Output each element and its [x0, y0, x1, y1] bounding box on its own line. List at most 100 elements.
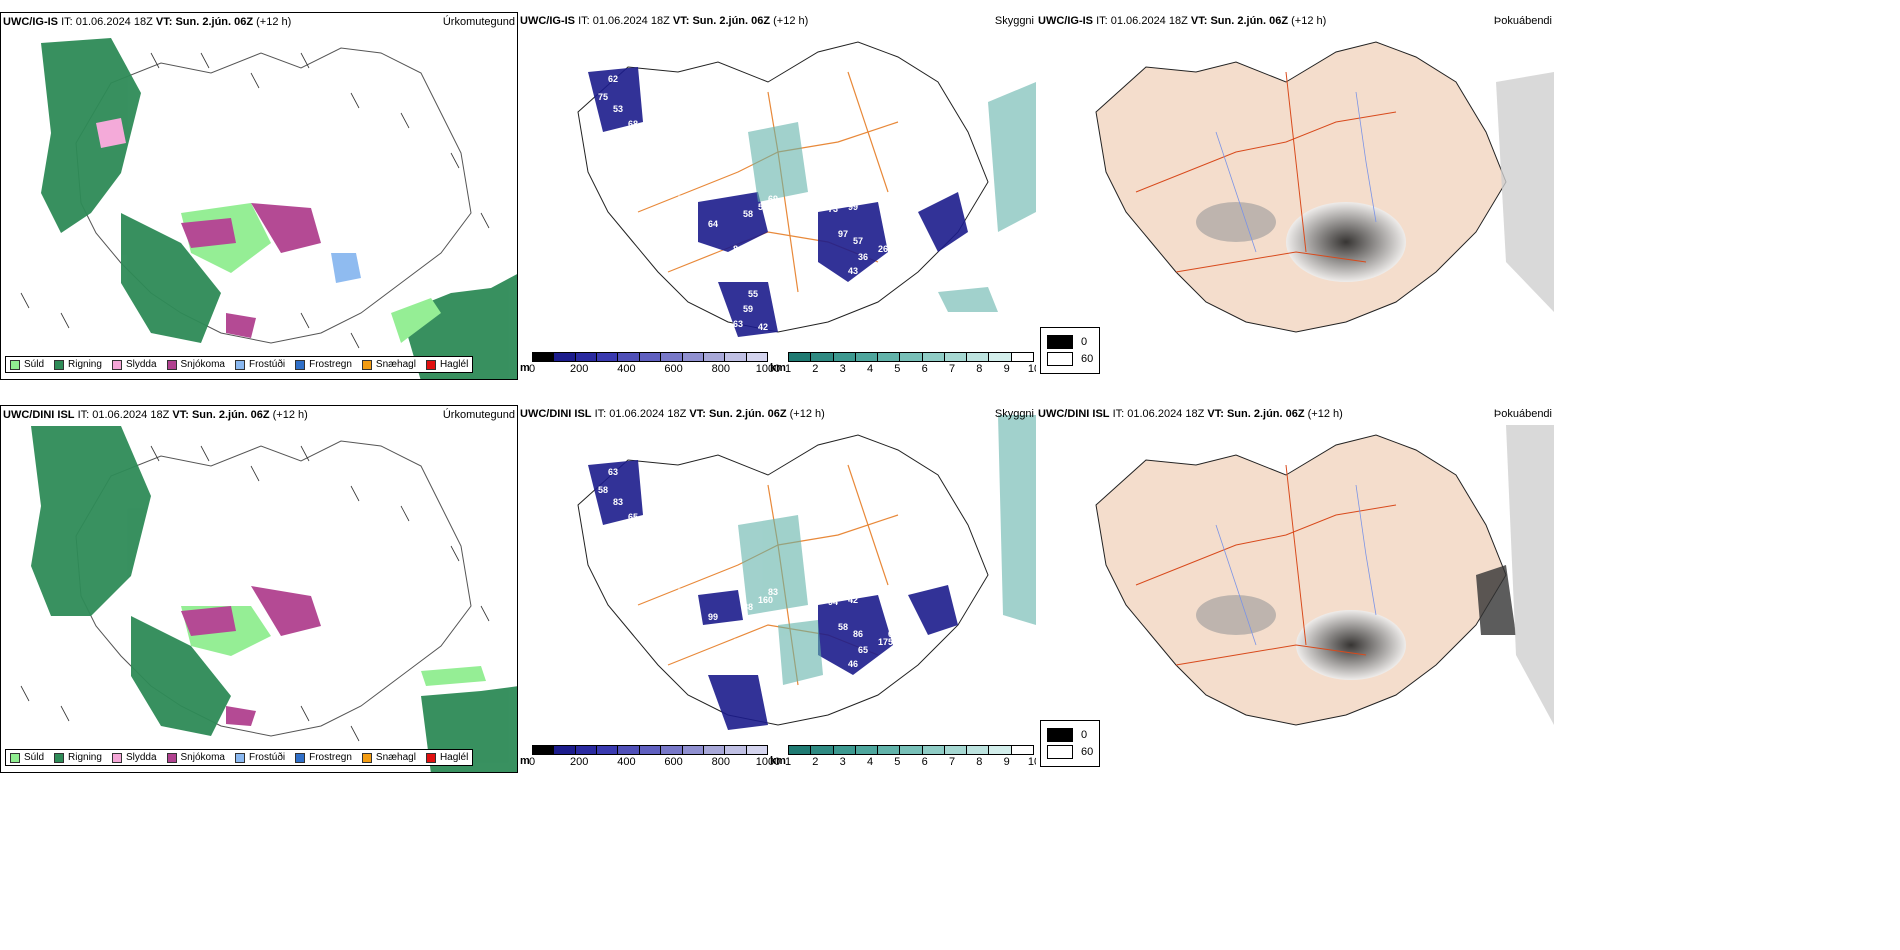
cloud-base-value-label: 55 — [758, 202, 768, 212]
colorbar-segment — [989, 353, 1012, 361]
colorbar-tick-label: 2 — [812, 363, 819, 375]
colorbar-tick-label: 0 — [528, 756, 536, 768]
cloud-base-value-label: 27 — [868, 284, 878, 294]
cloud-base-value-label: 62 — [733, 637, 743, 647]
colorbar-segment — [789, 746, 812, 754]
colorbar-segment — [597, 746, 619, 754]
cloud-base-value-label: 57 — [853, 236, 863, 246]
colorbar-tick-label: 9 — [1003, 363, 1010, 375]
panel-variable-label: Skyggni — [994, 408, 1034, 420]
cloud-base-value-label: 12 — [618, 174, 628, 184]
colorbar-segment — [900, 353, 923, 361]
cloud-base-value-label: 99 — [708, 612, 718, 622]
cloud-base-value-label: 90 — [908, 622, 918, 632]
cloud-visibility-panel-bottom: 63 58 83 65 75 526 77 89 99 88 160 83 94 42 34 58 86 65 17… — [518, 405, 1036, 773]
panel-variable-label: Þokuábendi — [1493, 15, 1552, 27]
colorbar-segment — [661, 353, 683, 361]
panel-title: UWC/IG-IS IT: 01.06.2024 18Z VT: Sun. 2.… — [3, 16, 292, 28]
colorbar-segment — [575, 746, 598, 754]
fog-area — [1286, 202, 1406, 282]
cloud-base-value-label: 97 — [838, 229, 848, 239]
colorbar-tick-label: 600 — [664, 363, 683, 375]
cloud-base-value-label: 58 — [598, 485, 608, 495]
precip-areas — [41, 38, 517, 379]
cloud-base-value-label: 36 — [908, 229, 918, 239]
fog-area — [1506, 425, 1554, 725]
cloud-base-value-label: 83 — [613, 497, 623, 507]
roads — [1135, 464, 1397, 666]
cloud-base-value-label: 347 — [718, 266, 733, 276]
colorbar-segment — [618, 353, 640, 361]
cloud-base-value-label: 55 — [748, 289, 758, 299]
colorbar-segment — [618, 746, 640, 754]
visibility-colorbar: km 12345678910 — [770, 745, 1036, 769]
colorbar-segment — [989, 746, 1012, 754]
legend-item-freezing-rain: Frostregn — [295, 752, 352, 763]
colorbar-segment — [944, 353, 968, 361]
legend-item-sleet: Slydda — [111, 752, 157, 763]
cloud-base-value-label: 59 — [743, 304, 753, 314]
cloud-base-value-label: 43 — [848, 266, 858, 276]
precip-legend: Súld Rigning Slydda Snjókoma Frostúði Fr… — [5, 749, 474, 766]
fog-area — [1196, 595, 1276, 635]
colorbar-tick-label: 3 — [839, 363, 846, 375]
cloud-base-value-label: 36 — [858, 252, 868, 262]
fog-map-bottom — [1095, 425, 1554, 726]
fog-area — [1476, 565, 1516, 635]
cloud-base-value-label: 88 — [743, 602, 753, 612]
fog-legend: 0 60 — [1040, 720, 1101, 767]
cloud-areas — [588, 460, 958, 730]
legend-item-hail: Haglél — [425, 359, 468, 370]
legend-item-freezing-drizzle: Frostúði — [234, 359, 285, 370]
colorbar-segment — [967, 746, 990, 754]
cloud-base-value-label: 75 — [598, 92, 608, 102]
legend-item-graupel: Snæhagl — [361, 359, 416, 370]
colorbar-tick-label: 1 — [784, 756, 792, 768]
cloud-base-colorbar: m 0 200 400 600 800 1000 — [520, 352, 780, 376]
fog-indicator-panel-bottom: UWC/DINI ISL IT: 01.06.2024 18Z VT: Sun.… — [1036, 405, 1554, 773]
cloud-base-value-label: 63 — [608, 467, 618, 477]
fog-area — [1196, 202, 1276, 242]
cloud-base-value-label: 86 — [853, 629, 863, 639]
precip-map-top — [20, 38, 517, 379]
colorbar-tick-label: 2 — [812, 756, 819, 768]
colorbar-segment — [725, 353, 747, 361]
cloud-base-value-label: 77 — [628, 154, 638, 164]
colorbar-segment — [703, 746, 726, 754]
wind-barbs — [20, 445, 490, 742]
colorbar-segment — [944, 746, 968, 754]
legend-item-snow: Snjókoma — [166, 752, 225, 763]
colorbar-segment — [855, 353, 879, 361]
colorbar-tick-label: 10 — [1027, 363, 1036, 375]
colorbar-segment — [922, 746, 945, 754]
iceland-land — [1095, 434, 1507, 726]
cloud-base-value-label: 175 — [878, 637, 893, 647]
colorbar-segment — [900, 746, 923, 754]
cloud-base-value-label: 34 — [828, 585, 838, 595]
panel-variable-label: Úrkomutegund — [442, 409, 515, 421]
colorbar-segment — [855, 746, 879, 754]
visibility-colorbar: km 12345678910 — [770, 352, 1036, 376]
colorbar-segment — [878, 746, 901, 754]
fog-map-top — [1095, 41, 1554, 333]
cloud-base-value-label: 65 — [718, 659, 728, 669]
colorbar-segment — [703, 353, 726, 361]
panel-title: UWC/IG-IS IT: 01.06.2024 18Z VT: Sun. 2.… — [1038, 15, 1327, 27]
precip-areas — [31, 426, 517, 772]
colorbar-tick-label: 200 — [570, 756, 589, 768]
colorbar-segment — [725, 746, 747, 754]
cloud-base-value-label: 69 — [768, 194, 778, 204]
colorbar-segment — [597, 353, 619, 361]
fog-legend: 0 60 — [1040, 327, 1101, 374]
cloud-base-value-label: 46 — [848, 659, 858, 669]
cloud-base-value-label: 65 — [858, 645, 868, 655]
cloud-base-value-label: 69 — [888, 629, 898, 639]
colorbar-segment — [811, 353, 834, 361]
legend-item-rain: Rigning — [54, 359, 102, 370]
colorbar-tick-label: 5 — [894, 363, 901, 375]
cloud-visibility-panel-top: 62 75 53 68 73 12 77 65 64 58 55 69 73 99 33 97 57 36 26 42… — [518, 12, 1036, 380]
colorbar-tick-label: 7 — [948, 363, 956, 375]
visibility-areas — [738, 415, 1036, 685]
panel-variable-label: Úrkomutegund — [442, 16, 515, 28]
